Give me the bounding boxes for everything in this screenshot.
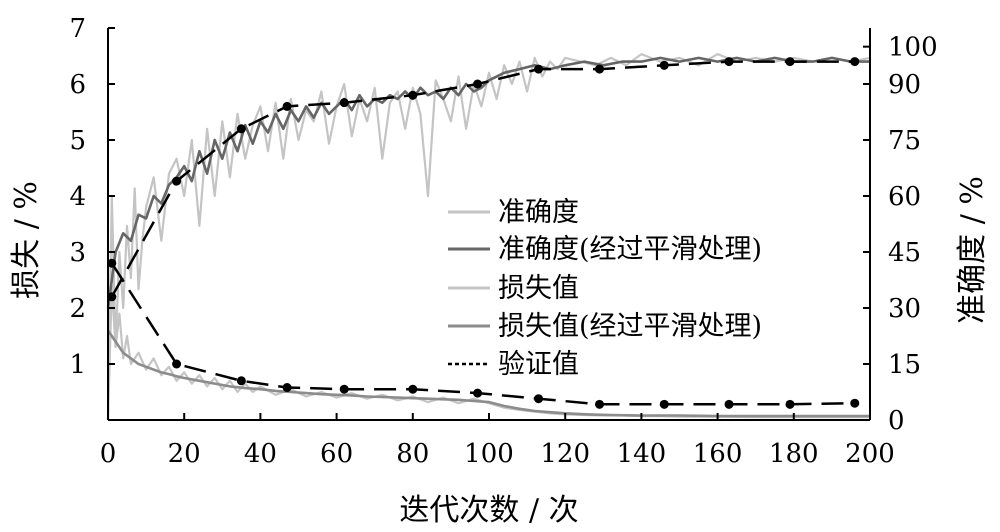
validation-point-right	[850, 57, 860, 67]
y-left-tick-label: 1	[69, 350, 86, 380]
x-tick-label: 0	[100, 439, 117, 469]
validation-point-right	[473, 79, 483, 89]
y-right-tick-label: 75	[888, 126, 921, 156]
x-tick-label: 60	[320, 439, 353, 469]
x-tick-label: 80	[396, 439, 429, 469]
x-tick-label: 40	[244, 439, 277, 469]
legend: 准确度 准确度(经过平滑处理) 损失值 损失值(经过平滑处理) 验证值	[448, 197, 762, 380]
validation-point-left	[172, 359, 182, 369]
y-right-tick-label: 0	[888, 406, 905, 436]
legend-label-accuracy-smoothed: 准确度(经过平滑处理)	[498, 234, 762, 265]
validation-point-right	[659, 60, 669, 70]
y-right-tick-label: 90	[888, 70, 921, 100]
validation-point-right	[785, 57, 795, 67]
y-right-tick-label: 30	[888, 294, 921, 324]
series-line-smoothed-left	[106, 329, 870, 418]
y-left-tick-label: 2	[69, 294, 86, 324]
x-tick-label: 200	[845, 439, 895, 469]
legend-label-validation: 验证值	[498, 349, 579, 380]
x-tick-label: 140	[617, 439, 667, 469]
y-left-tick-label: 5	[69, 126, 86, 156]
series-line-raw-left	[106, 284, 870, 421]
y-right-tick-label: 100	[888, 33, 938, 63]
validation-point-left	[850, 398, 860, 408]
validation-point-right	[236, 124, 246, 134]
validation-point-left	[236, 376, 246, 386]
x-ticks: 0 20 40 60 80 100 120 140 160 180 200	[100, 413, 895, 469]
validation-point-right	[339, 98, 349, 108]
validation-point-left	[107, 258, 117, 268]
x-tick-label: 160	[693, 439, 743, 469]
validation-point-left	[724, 399, 734, 409]
x-axis-title: 迭代次数 / 次	[399, 493, 578, 528]
legend-label-loss: 损失值	[498, 273, 579, 304]
x-tick-label: 180	[769, 439, 819, 469]
validation-point-left	[659, 399, 669, 409]
validation-point-right	[172, 176, 182, 186]
y-left-ticks: 1 2 3 4 5 6 7	[69, 14, 115, 380]
validation-point-right	[408, 90, 418, 100]
validation-point-right	[534, 64, 544, 74]
y-right-tick-label: 45	[888, 238, 921, 268]
validation-point-left	[408, 384, 418, 394]
validation-point-right	[282, 101, 292, 111]
y-right-tick-label: 60	[888, 182, 921, 212]
x-tick-label: 100	[464, 439, 514, 469]
validation-point-left	[534, 394, 544, 404]
x-tick-label: 20	[168, 439, 201, 469]
legend-label-accuracy: 准确度	[498, 197, 579, 228]
validation-point-left	[339, 384, 349, 394]
x-tick-label: 120	[540, 439, 590, 469]
validation-point-left	[473, 388, 483, 398]
series-layer	[106, 52, 871, 421]
validation-point-right	[107, 292, 117, 302]
validation-point-left	[785, 399, 795, 409]
validation-point-right	[594, 64, 604, 74]
y-right-tick-label: 15	[888, 350, 921, 380]
validation-point-left	[594, 399, 604, 409]
y-right-ticks: 0 15 30 45 60 75 90 100	[863, 33, 938, 436]
y-axis-right-title: 准确度 / %	[955, 176, 990, 324]
y-axis-left-title: 损失 / %	[9, 181, 44, 299]
y-left-tick-label: 6	[69, 70, 86, 100]
series-line-smoothed-right	[106, 56, 870, 309]
validation-point-left	[282, 383, 292, 393]
legend-label-loss-smoothed: 损失值(经过平滑处理)	[498, 311, 762, 342]
series-line-raw-right	[106, 52, 871, 421]
validation-point-right	[724, 57, 734, 67]
y-left-tick-label: 7	[69, 14, 86, 44]
y-left-tick-label: 3	[69, 238, 86, 268]
y-left-tick-label: 4	[69, 182, 86, 212]
